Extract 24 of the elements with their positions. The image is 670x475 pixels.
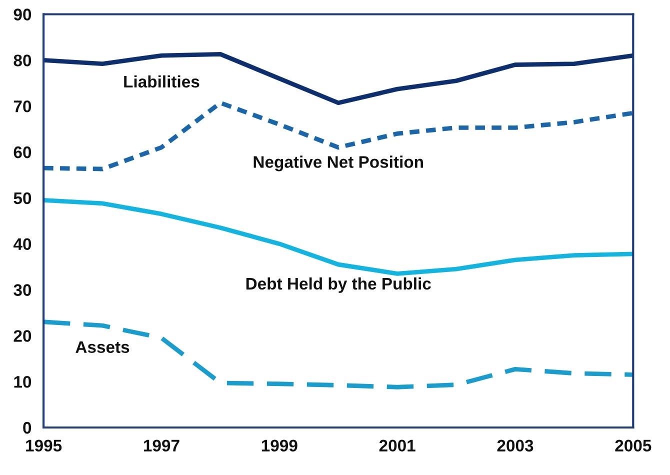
line-series bbox=[44, 320, 634, 390]
x-tick-label: 2003 bbox=[497, 440, 534, 452]
y-tick-label: 50 bbox=[14, 192, 32, 204]
y-tick-label: 20 bbox=[14, 330, 32, 342]
x-tick-label: 1995 bbox=[26, 440, 62, 452]
x-tick-label: 1997 bbox=[144, 440, 180, 452]
y-tick-label: 0 bbox=[23, 422, 32, 434]
series-label: Liabilities bbox=[124, 75, 200, 88]
y-tick-label: 60 bbox=[14, 146, 32, 158]
y-tick-label: 40 bbox=[13, 238, 32, 250]
y-tick-label: 30 bbox=[14, 284, 32, 296]
x-tick-label: 2005 bbox=[615, 440, 652, 452]
y-tick-label: 70 bbox=[14, 100, 32, 112]
series-label: Negative Net Position bbox=[254, 156, 423, 172]
line-series bbox=[44, 52, 634, 106]
line-series bbox=[44, 100, 634, 172]
y-tick-label: 90 bbox=[14, 8, 32, 20]
x-tick-label: 1999 bbox=[262, 440, 298, 452]
series-label: Debt Held by the Public bbox=[246, 277, 431, 293]
y-tick-label: 80 bbox=[14, 54, 32, 66]
y-tick-label: 10 bbox=[14, 376, 32, 388]
x-tick-label: 2001 bbox=[379, 440, 416, 452]
series-label: Assets bbox=[76, 341, 130, 353]
line-series bbox=[44, 198, 634, 276]
